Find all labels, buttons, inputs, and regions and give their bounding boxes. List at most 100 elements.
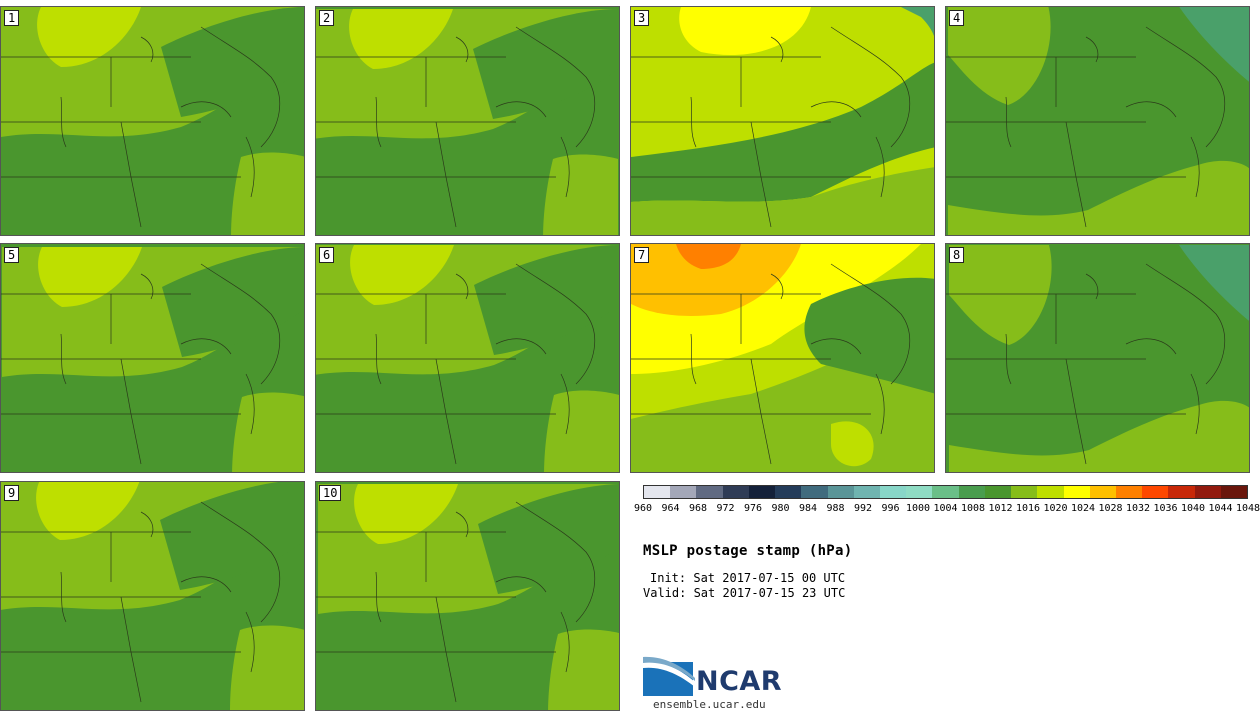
state-boundary xyxy=(946,121,1146,178)
pressure-region xyxy=(544,390,619,472)
colorbar-tick-label: 1048 xyxy=(1236,503,1260,514)
state-boundary xyxy=(316,531,506,582)
pressure-region xyxy=(1179,245,1249,321)
postage-stamp-panel-1: 1 xyxy=(0,6,305,236)
pressure-region xyxy=(631,62,934,202)
colorbar-tick-label: 968 xyxy=(689,503,708,514)
state-boundary xyxy=(515,26,596,148)
pressure-field-map xyxy=(631,7,934,235)
ncar-swoosh-icon xyxy=(643,656,695,696)
colorbar-tick-label: 1024 xyxy=(1071,503,1096,514)
colorbar-swatch xyxy=(1168,486,1195,498)
state-boundary xyxy=(1,121,201,178)
colorbar-tick-labels: 960 964 968 972 976 980 984 988 992 996 1000 1004 10… xyxy=(633,503,1260,517)
state-boundary xyxy=(200,26,281,148)
colorbar-tick-label: 1028 xyxy=(1098,503,1123,514)
pressure-region xyxy=(160,482,304,590)
colorbar-tick-label: 1016 xyxy=(1016,503,1041,514)
state-boundary xyxy=(316,413,556,465)
state-boundary xyxy=(316,358,516,415)
state-boundary xyxy=(316,651,556,703)
state-boundary xyxy=(946,176,1186,228)
pressure-field-map xyxy=(316,245,619,472)
pressure-region xyxy=(901,7,934,37)
state-boundary xyxy=(810,101,862,118)
init-time: Init: Sat 2017-07-15 00 UTC xyxy=(650,571,846,585)
colorbar-tick-label: 1012 xyxy=(988,503,1013,514)
state-boundary xyxy=(946,293,1136,344)
pressure-region xyxy=(474,245,619,355)
colorbar-swatch xyxy=(670,486,697,498)
panel-label: 9 xyxy=(4,485,20,501)
state-boundary xyxy=(455,511,469,538)
state-boundary xyxy=(770,36,784,63)
state-boundary xyxy=(515,263,596,385)
colorbar-swatch xyxy=(1142,486,1169,498)
state-boundary xyxy=(316,596,516,653)
ncar-logo: NCAR xyxy=(643,656,793,700)
state-boundary xyxy=(1085,273,1099,300)
pressure-region xyxy=(804,277,934,394)
pressure-region xyxy=(831,421,874,467)
colorbar-swatch xyxy=(958,486,985,498)
pressure-region xyxy=(232,392,304,472)
state-boundary xyxy=(1190,136,1200,198)
state-boundary xyxy=(245,136,255,198)
colorbar-tick-label: 1004 xyxy=(933,503,958,514)
colorbar-tick-label: 972 xyxy=(716,503,735,514)
pressure-field-map xyxy=(1,247,304,472)
pressure-colorbar xyxy=(643,485,1248,499)
state-boundary xyxy=(560,611,570,673)
state-boundary xyxy=(631,176,871,228)
state-boundary xyxy=(375,333,382,385)
colorbar-swatch xyxy=(984,486,1012,498)
state-boundary xyxy=(1,596,201,653)
pressure-region xyxy=(36,482,140,540)
colorbar-swatch xyxy=(748,486,776,498)
colorbar-swatch xyxy=(644,486,671,498)
state-boundary xyxy=(1190,373,1200,435)
state-boundary xyxy=(631,358,831,415)
colorbar-swatch xyxy=(932,486,959,498)
state-boundary xyxy=(946,413,1186,465)
map-title: MSLP postage stamp (hPa) xyxy=(643,543,853,559)
panel-label: 3 xyxy=(634,10,650,26)
state-boundary xyxy=(495,576,547,593)
state-boundary xyxy=(140,273,154,300)
colorbar-swatch xyxy=(879,486,907,498)
pressure-region xyxy=(948,7,1051,105)
state-boundary xyxy=(631,121,831,178)
pressure-field-map xyxy=(316,484,619,710)
colorbar-swatch xyxy=(801,486,828,498)
colorbar-swatch xyxy=(775,486,802,498)
pressure-region xyxy=(949,245,1052,345)
state-boundary xyxy=(1145,26,1226,148)
state-boundary xyxy=(200,501,281,623)
state-boundary xyxy=(495,338,547,355)
postage-stamp-panel-8: 8 xyxy=(945,243,1250,473)
state-boundary xyxy=(60,333,67,385)
panel-label: 10 xyxy=(319,485,342,501)
state-boundary xyxy=(1,651,241,703)
pressure-region xyxy=(1179,7,1249,82)
colorbar-swatch xyxy=(1011,486,1038,498)
pressure-region xyxy=(948,160,1249,235)
state-boundary xyxy=(180,576,232,593)
colorbar-swatch xyxy=(906,486,933,498)
state-boundary xyxy=(560,373,570,435)
state-boundary xyxy=(631,293,821,344)
colorbar-swatch xyxy=(1115,486,1143,498)
postage-stamp-panel-7: 7 xyxy=(630,243,935,473)
state-boundary xyxy=(180,101,232,118)
pressure-region xyxy=(548,629,619,710)
state-boundary xyxy=(1,293,191,344)
colorbar-tick-label: 1036 xyxy=(1153,503,1178,514)
colorbar-tick-label: 1008 xyxy=(961,503,986,514)
state-boundary xyxy=(690,333,697,385)
pressure-region xyxy=(473,9,618,119)
pressure-region xyxy=(349,9,453,69)
pressure-region xyxy=(2,298,304,472)
state-boundary xyxy=(375,571,382,623)
colorbar-tick-label: 960 xyxy=(634,503,653,514)
pressure-region xyxy=(161,7,304,117)
